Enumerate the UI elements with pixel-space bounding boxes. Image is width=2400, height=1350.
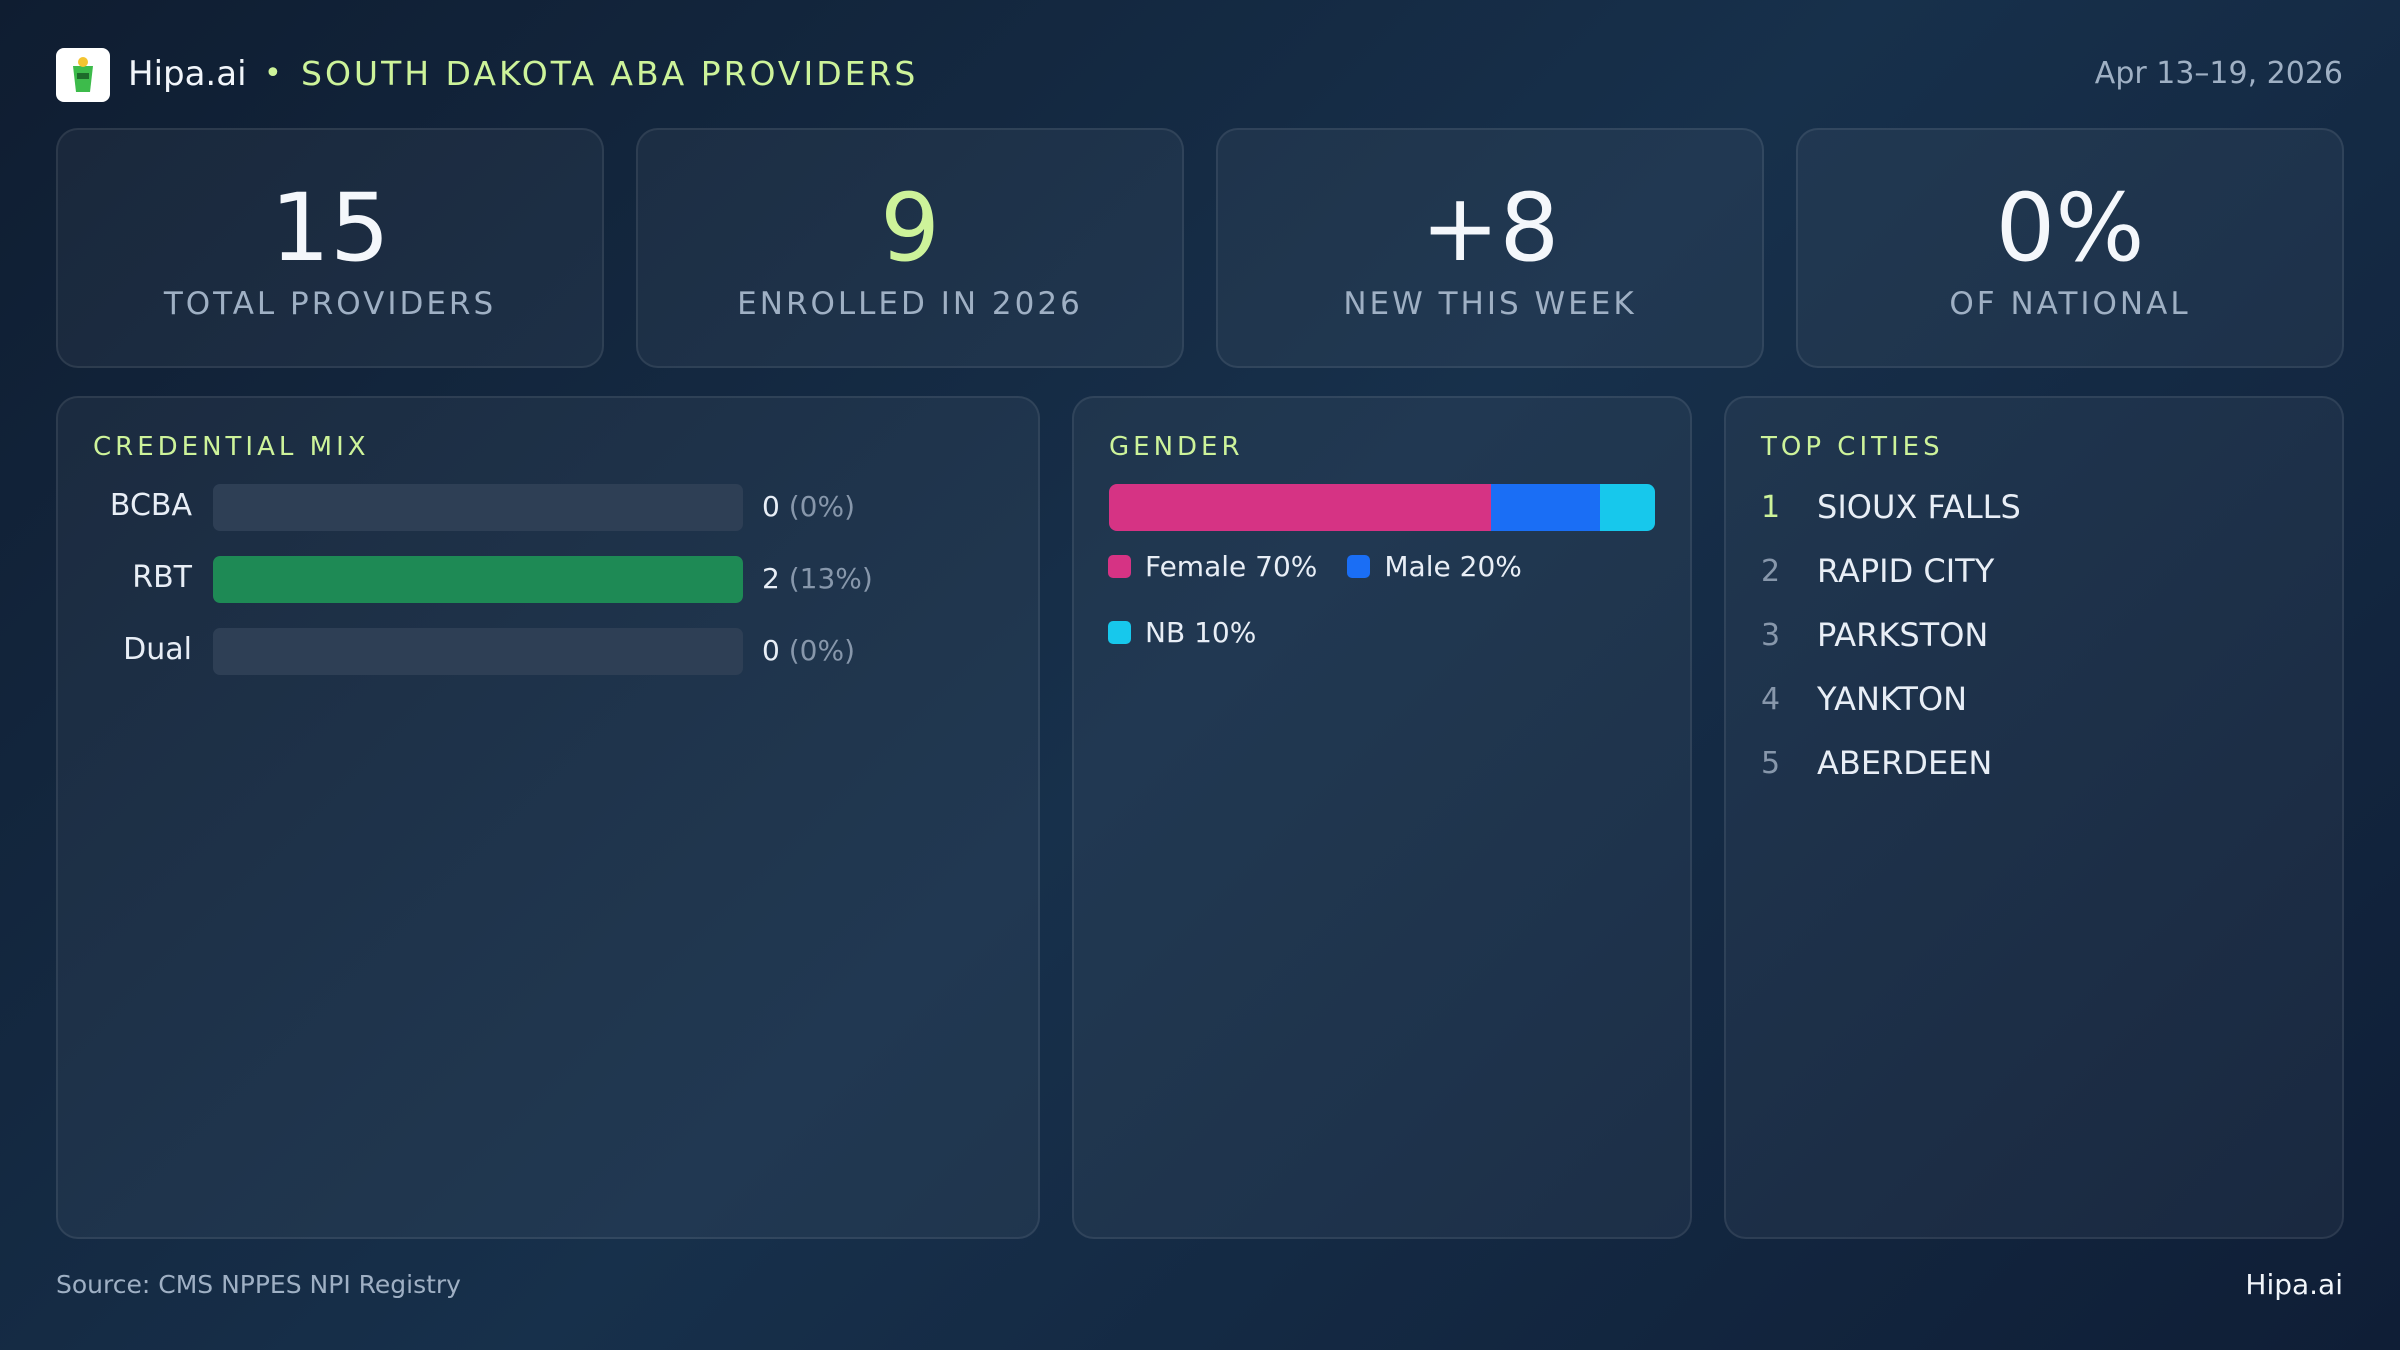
legend-item: NB 10% (1108, 614, 1256, 650)
legend-swatch (1108, 554, 1131, 578)
credential-panel (56, 396, 1040, 1239)
panel-title: GENDER (1109, 432, 1244, 462)
city-name: PARKSTON (1817, 616, 1989, 654)
kpi-value: +8 (1420, 174, 1560, 283)
kpi-value: 15 (270, 174, 390, 283)
percent: (0%) (788, 490, 856, 523)
kpi-value: 9 (880, 174, 940, 283)
panel-title: CREDENTIAL MIX (93, 432, 370, 462)
kpi-card: +8 NEW THIS WEEK (1216, 128, 1764, 368)
legend-value: 70% (1255, 549, 1318, 583)
legend-swatch (1347, 554, 1371, 578)
legend-swatch (1108, 620, 1131, 644)
kpi-card: 9 ENROLLED IN 2026 (636, 128, 1184, 368)
kpi-value: 0% (1995, 174, 2145, 283)
count: 2 (762, 562, 780, 595)
brand: Hipa.ai (128, 54, 247, 94)
date-range: Apr 13–19, 2026 (2094, 56, 2343, 91)
kpi-label: TOTAL PROVIDERS (163, 286, 497, 322)
count-label: 0 (0%) (762, 634, 855, 667)
gender-panel (1072, 396, 1692, 1239)
bullet: • (264, 56, 282, 91)
count: 0 (762, 490, 780, 523)
legend: Female 70% Male 20% NB 10% (1108, 548, 1668, 650)
kpi-card: 15 TOTAL PROVIDERS (56, 128, 604, 368)
cities-panel (1724, 396, 2344, 1239)
kpi-card: 0% OF NATIONAL (1796, 128, 2344, 368)
city-rank: 2 (1761, 554, 1781, 589)
page-title: SOUTH DAKOTA ABA PROVIDERS (301, 54, 919, 93)
legend-name: Female (1145, 549, 1247, 583)
percent: (0%) (788, 634, 856, 667)
source: Source: CMS NPPES NPI Registry (56, 1270, 461, 1299)
bar-segment (1491, 484, 1601, 531)
bar (213, 556, 743, 603)
count-label: 0 (0%) (762, 490, 855, 523)
count: 0 (762, 634, 780, 667)
bar-track (213, 556, 743, 603)
city-rank: 4 (1761, 682, 1781, 717)
credential-name: BCBA (109, 488, 192, 523)
city-rank: 1 (1761, 490, 1781, 525)
legend-name: NB (1145, 615, 1186, 649)
bar-track (213, 484, 743, 531)
city-name: ABERDEEN (1817, 744, 1993, 782)
kpi-label: NEW THIS WEEK (1343, 286, 1637, 322)
legend-item: Female 70% (1108, 548, 1317, 584)
city-name: SIOUX FALLS (1817, 488, 2021, 526)
legend-value: 20% (1459, 549, 1522, 583)
credential-name: Dual (123, 632, 192, 667)
count-label: 2 (13%) (762, 562, 873, 595)
kpi-label: ENROLLED IN 2026 (737, 286, 1083, 322)
bar-segment (1109, 484, 1492, 531)
percent: (13%) (788, 562, 873, 595)
bar-segment (1600, 484, 1655, 531)
panel-title: TOP CITIES (1761, 432, 1944, 462)
city-name: RAPID CITY (1817, 552, 1995, 590)
footer-brand: Hipa.ai (2245, 1268, 2343, 1301)
legend-item: Male 20% (1347, 548, 1522, 584)
gender-bar (1109, 484, 1655, 531)
bar-track (213, 628, 743, 675)
city-name: YANKTON (1817, 680, 1968, 718)
legend-name: Male (1384, 549, 1451, 583)
city-rank: 3 (1761, 618, 1781, 653)
logo (56, 48, 110, 102)
kpi-label: OF NATIONAL (1949, 286, 2191, 322)
legend-value: 10% (1194, 615, 1257, 649)
credential-name: RBT (132, 560, 192, 595)
city-rank: 5 (1761, 746, 1781, 781)
